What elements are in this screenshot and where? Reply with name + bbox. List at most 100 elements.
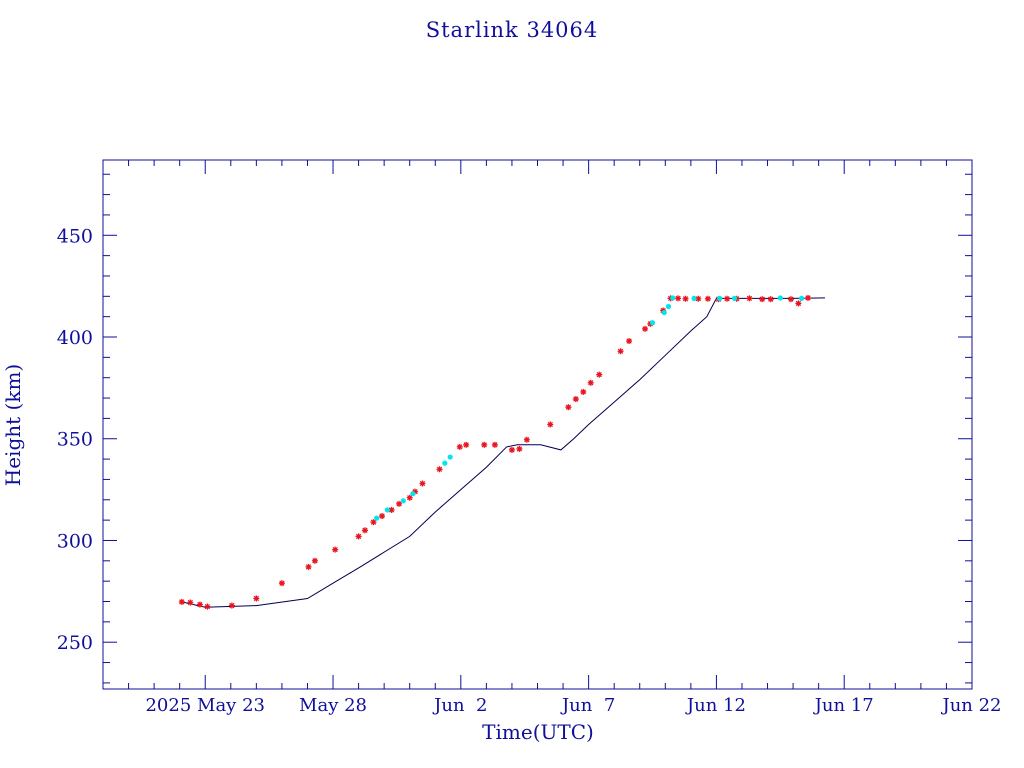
red-star-stroke — [705, 296, 711, 302]
red-star-stroke — [187, 599, 193, 606]
cyan-dot-marker — [384, 507, 390, 513]
cyan-dot-marker — [777, 295, 783, 301]
red-star-marker — [787, 296, 794, 303]
y-axis-tick-labels: 250 300 350 400 450 — [57, 225, 93, 654]
x-tick-label: Jun 22 — [940, 695, 1001, 716]
red-star-stroke — [682, 296, 689, 302]
red-star-marker — [580, 388, 587, 395]
cyan-dot-marker — [374, 515, 380, 521]
red-star-marker — [804, 294, 811, 301]
red-star-stroke — [355, 533, 362, 540]
red-star-stroke — [596, 371, 602, 378]
red-star-stroke — [617, 348, 624, 354]
red-star-stroke — [509, 447, 515, 453]
red-star-stroke — [436, 466, 443, 472]
cyan-dot-marker — [447, 454, 453, 460]
cyan-dot-marker — [649, 320, 656, 326]
red-star-stroke — [695, 296, 701, 302]
y-tick-label: 250 — [57, 632, 93, 654]
y-tick-label: 450 — [57, 225, 93, 247]
red-star-marker — [370, 519, 377, 526]
red-star-marker — [795, 300, 802, 307]
red-star-stroke — [805, 295, 811, 301]
red-star-marker — [228, 602, 235, 609]
red-star-stroke — [305, 564, 312, 570]
x-tick-label: 2025 May 23 — [145, 695, 265, 716]
red-star-stroke — [332, 546, 338, 553]
red-star-marker — [508, 446, 515, 453]
red-star-stroke — [642, 326, 648, 332]
red-star-stroke — [229, 602, 235, 609]
red-star-stroke — [626, 338, 632, 344]
red-star-stroke — [407, 495, 413, 501]
red-star-stroke — [279, 580, 285, 586]
cyan-dot-marker — [410, 491, 416, 497]
red-star-marker — [396, 500, 403, 507]
red-star-stroke — [675, 295, 681, 302]
red-marker-series — [178, 294, 811, 610]
height-line — [181, 297, 826, 608]
red-star-stroke — [197, 601, 203, 608]
red-star-marker — [388, 506, 395, 513]
red-star-marker — [379, 513, 386, 520]
red-star-marker — [178, 598, 185, 605]
red-star-marker — [596, 371, 603, 378]
red-star-marker — [572, 396, 579, 403]
x-tick-label: Jun 2 — [432, 695, 487, 716]
red-star-stroke — [580, 389, 586, 395]
red-star-stroke — [746, 295, 753, 302]
x-tick-label: Jun 7 — [560, 695, 615, 716]
red-star-marker — [436, 466, 443, 473]
cyan-dot-marker — [442, 460, 448, 466]
y-tick-label: 300 — [57, 530, 93, 552]
red-star-marker — [196, 601, 203, 608]
red-star-marker — [463, 441, 470, 448]
y-tick-label: 400 — [57, 327, 93, 349]
x-tick-label: Jun 17 — [813, 695, 874, 716]
red-star-marker — [626, 338, 633, 345]
red-star-marker — [419, 480, 426, 487]
red-star-marker — [355, 533, 362, 540]
y-tick-label: 350 — [57, 429, 93, 451]
red-star-marker — [704, 295, 711, 302]
red-star-stroke — [463, 442, 469, 448]
red-star-marker — [565, 404, 572, 411]
red-star-marker — [724, 295, 731, 302]
red-star-stroke — [388, 507, 395, 513]
x-axis-label: Time(UTC) — [482, 720, 594, 744]
red-star-marker — [682, 295, 689, 302]
red-star-marker — [456, 443, 463, 450]
red-star-marker — [587, 379, 594, 386]
cyan-dot-marker — [670, 295, 676, 301]
cyan-dot-marker — [717, 295, 723, 301]
red-star-marker — [406, 494, 413, 501]
red-star-stroke — [204, 603, 211, 610]
red-star-stroke — [481, 442, 487, 448]
red-star-marker — [759, 296, 766, 303]
red-star-stroke — [768, 296, 774, 302]
red-star-stroke — [588, 380, 594, 386]
red-star-stroke — [457, 444, 463, 450]
red-star-stroke — [253, 595, 260, 602]
cyan-dot-marker — [731, 295, 738, 301]
red-star-marker — [675, 295, 682, 302]
red-star-marker — [311, 557, 318, 564]
cyan-marker-series — [374, 295, 805, 521]
red-star-marker — [516, 445, 523, 452]
x-axis-ticks — [102, 160, 973, 689]
red-star-stroke — [379, 513, 385, 519]
red-star-stroke — [547, 421, 553, 428]
red-star-marker — [253, 595, 260, 602]
x-tick-label: May 28 — [299, 695, 367, 716]
red-star-stroke — [565, 404, 572, 410]
x-tick-label: Jun 12 — [685, 695, 746, 716]
red-star-stroke — [396, 501, 402, 507]
red-star-marker — [617, 348, 624, 355]
y-axis-label: Height (km) — [1, 364, 25, 486]
cyan-dot-marker — [665, 303, 672, 310]
red-star-stroke — [179, 599, 185, 605]
red-star-marker — [523, 436, 530, 443]
red-star-marker — [278, 580, 285, 587]
red-star-marker — [305, 563, 312, 570]
